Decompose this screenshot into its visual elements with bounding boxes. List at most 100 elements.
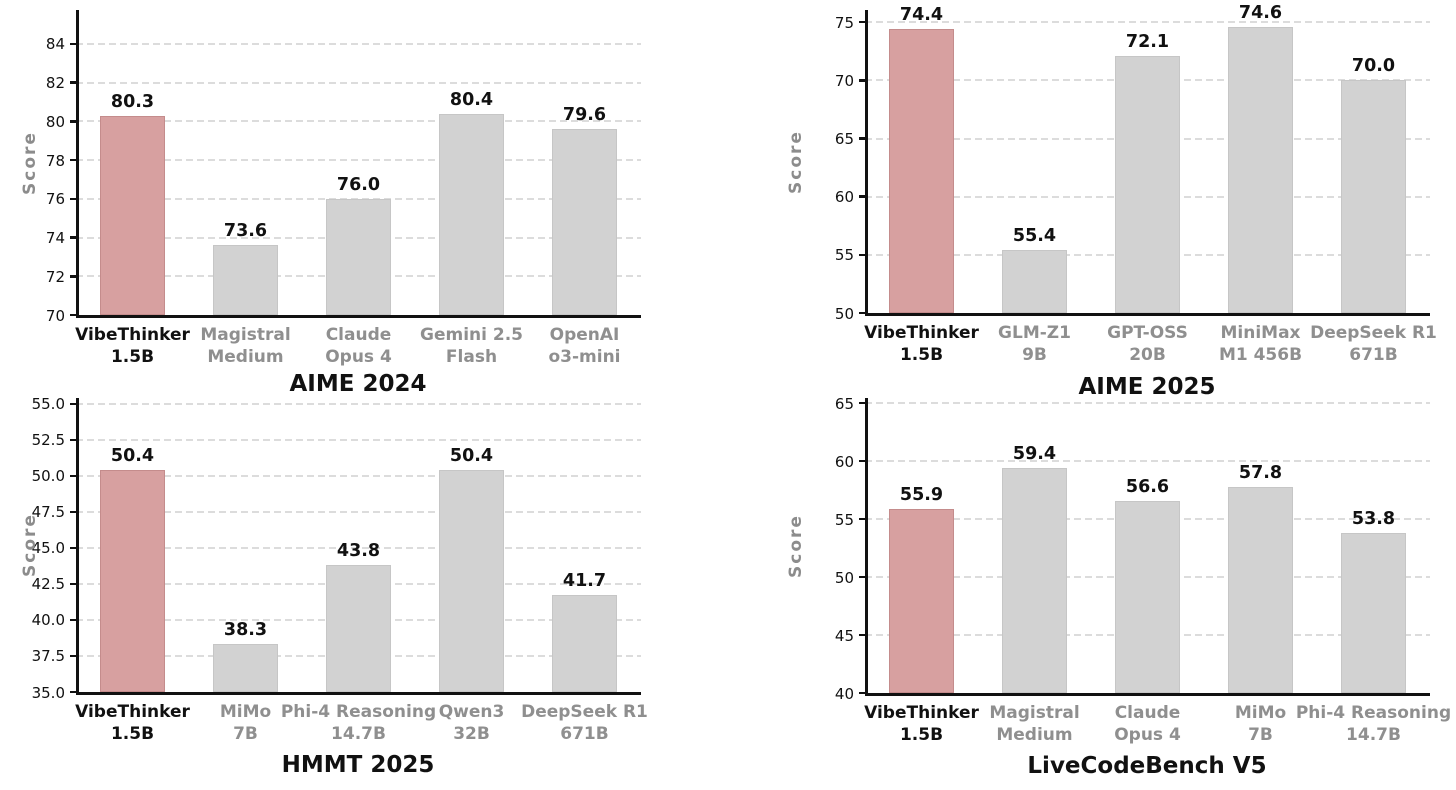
y-tick-label: 74 [45,229,65,248]
y-axis-tick [859,459,865,463]
bar-openai-o3-mini [551,129,618,315]
x-tick-label: DeepSeek R1 671B [1310,323,1437,366]
y-tick-label: 42.5 [31,575,65,594]
y-tick-label: 40 [834,684,854,703]
gridline [76,474,641,477]
value-label: 53.8 [1351,509,1396,530]
y-tick-label: 52.5 [31,431,65,450]
value-label: 38.3 [223,620,268,641]
gridline [76,438,641,441]
value-label: 56.6 [1125,476,1170,497]
y-tick-label: 60 [834,188,854,207]
x-tick-label: DeepSeek R1 671B [521,702,648,745]
bar-magistral-medium [212,245,279,315]
gridline [76,402,641,405]
value-label: 80.4 [449,89,494,110]
bar-mimo-7b [1227,486,1294,693]
y-tick-label: 60 [834,452,854,471]
value-label: 74.6 [1238,2,1283,23]
y-tick-label: 65 [834,130,854,149]
y-axis-tick [70,275,76,278]
y-axis-tick [70,618,76,622]
value-label: 41.7 [562,571,607,592]
bar-minimax-m1-456b [1227,26,1294,313]
x-axis-spine [76,692,641,695]
bar-vibethinker-1-5b [888,508,955,693]
value-label: 50.4 [110,446,155,467]
value-label: 57.8 [1238,462,1283,483]
y-tick-label: 75 [834,13,854,32]
value-label: 55.4 [1012,226,1057,247]
x-tick-label: Magistral Medium [989,703,1080,746]
y-tick-label: 50 [834,568,854,587]
y-axis-tick [70,120,76,123]
y-tick-label: 50.0 [31,467,65,486]
bar-claude-opus-4 [325,198,392,315]
y-tick-label: 45.0 [31,539,65,558]
y-axis-spine [76,398,79,695]
y-axis-tick [859,575,865,579]
value-label: 76.0 [336,174,381,195]
bar-vibethinker-1-5b [99,470,166,692]
value-label: 79.6 [562,105,607,126]
x-tick-label: Qwen3 32B [438,702,505,745]
x-tick-label: VibeThinker 1.5B [75,702,190,745]
y-tick-label: 82 [45,74,65,93]
y-tick-label: 78 [45,151,65,170]
bar-deepseek-r1-671b [1340,80,1407,313]
y-axis-tick [70,236,76,239]
y-axis-tick [70,690,76,694]
x-tick-label: Gemini 2.5 Flash [420,325,523,368]
x-tick-label: MiMo 7B [1234,703,1287,746]
value-label: 59.4 [1012,444,1057,465]
y-tick-label: 55 [834,510,854,529]
y-tick-label: 45 [834,626,854,645]
x-tick-label: Phi-4 Reasoning 14.7B [280,702,437,745]
x-tick-label: Claude Opus 4 [1114,703,1181,746]
y-tick-label: 37.5 [31,647,65,666]
x-axis-spine [865,313,1430,316]
x-tick-label: VibeThinker 1.5B [75,325,190,368]
y-axis-tick [70,42,76,46]
y-tick-label: 72 [45,267,65,286]
y-tick-label: 55.0 [31,395,65,414]
y-axis-tick [859,633,865,637]
bar-qwen3-32b [438,470,505,692]
y-tick-label: 35.0 [31,683,65,702]
x-tick-label: MiniMax M1 456B [1218,323,1303,366]
x-axis-spine [865,693,1430,696]
bar-glm-z1-9b [1001,250,1068,313]
y-axis-spine [865,398,868,696]
value-label: 74.4 [899,5,944,26]
y-tick-label: 70 [834,71,854,90]
bar-deepseek-r1-671b [551,595,618,692]
value-label: 73.6 [223,221,268,242]
x-tick-label: GPT-OSS 20B [1107,323,1188,366]
y-axis-label: Score [20,130,40,195]
bar-gemini-2-5-flash [438,113,505,315]
y-axis-tick [859,691,865,695]
y-axis-tick [70,402,76,405]
y-axis-tick [859,79,865,82]
y-axis-tick [70,438,76,442]
y-axis-tick [70,158,76,162]
y-axis-tick [859,20,865,24]
chart-title: AIME 2025 [1078,374,1216,400]
x-tick-label: Magistral Medium [200,325,291,368]
y-tick-label: 65 [834,394,854,413]
bar-phi-4-reasoning-14-7b [1340,533,1407,693]
chart-title: AIME 2024 [289,371,427,397]
x-tick-label: Phi-4 Reasoning 14.7B [1295,703,1452,746]
y-tick-label: 55 [834,246,854,265]
y-axis-tick [859,195,865,198]
x-tick-label: MiMo 7B [219,702,272,745]
y-axis-tick [859,517,865,521]
y-axis-tick [70,582,76,586]
value-label: 43.8 [336,541,381,562]
y-axis-spine [865,10,868,316]
y-tick-label: 40.0 [31,611,65,630]
y-tick-label: 76 [45,190,65,209]
y-axis-label: Score [20,513,40,577]
chart-title: LiveCodeBench V5 [1027,753,1267,779]
